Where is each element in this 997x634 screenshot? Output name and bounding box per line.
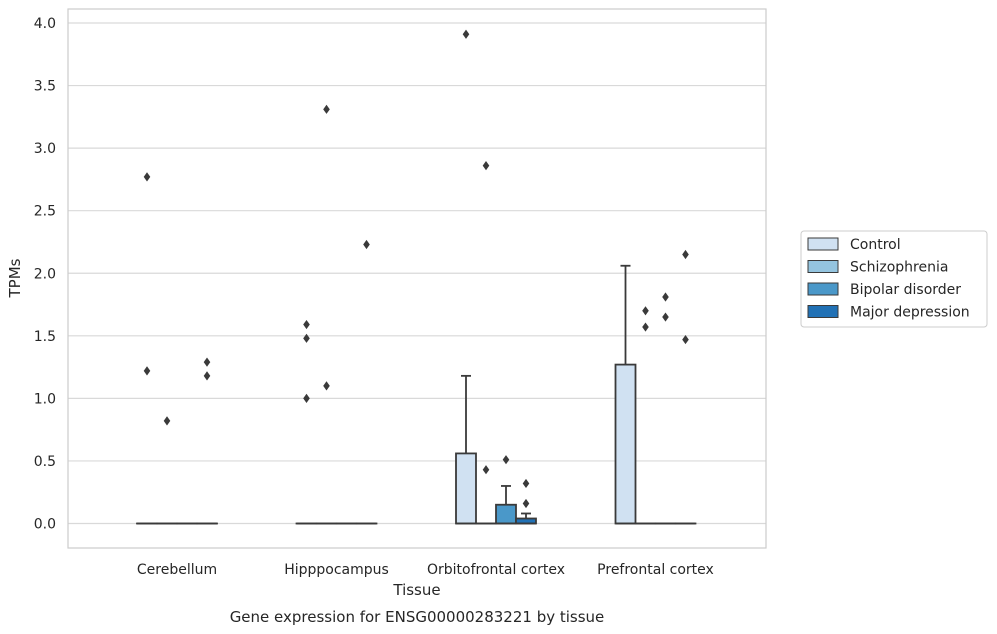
outlier-point bbox=[682, 249, 689, 260]
outlier-point bbox=[642, 322, 649, 332]
y-tick-label: 3.5 bbox=[34, 79, 56, 95]
outlier-point bbox=[303, 333, 310, 343]
box-bipolar-disorder bbox=[495, 485, 517, 525]
outlier-point bbox=[363, 239, 370, 250]
outliers-layer bbox=[143, 29, 689, 509]
legend-entry: Bipolar disorder bbox=[850, 282, 961, 298]
legend-swatch bbox=[807, 260, 839, 273]
box-body bbox=[614, 363, 637, 525]
outlier-point bbox=[303, 393, 310, 403]
legend-frame bbox=[800, 230, 988, 328]
y-tick-label: 4.0 bbox=[34, 16, 56, 32]
outlier-point bbox=[682, 334, 689, 345]
legend-entry: Control bbox=[850, 237, 901, 253]
outlier-point bbox=[303, 319, 310, 330]
outlier-point bbox=[642, 306, 649, 316]
outlier-point bbox=[522, 498, 530, 509]
y-axis-label: TPMs bbox=[6, 258, 24, 298]
outlier-point bbox=[462, 29, 470, 39]
y-tick-label: 0.5 bbox=[34, 454, 56, 470]
outlier-point bbox=[203, 357, 211, 367]
box-body bbox=[495, 503, 517, 525]
outlier-point bbox=[662, 292, 669, 302]
x-tick-label: Orbitofrontal cortex bbox=[427, 562, 565, 578]
box-major-depression bbox=[515, 512, 537, 525]
outlier-point bbox=[323, 381, 330, 391]
y-axis-ticks: 0.0 0.5 1.0 1.5 2.0 2.5 3.0 3.5 4.0 bbox=[34, 16, 56, 533]
grid-lines bbox=[68, 22, 766, 525]
outlier-point bbox=[143, 172, 151, 182]
outlier-point bbox=[203, 371, 211, 381]
legend-swatch bbox=[807, 282, 839, 296]
outlier-point bbox=[323, 104, 330, 114]
x-axis-ticks: Cerebellum Hipppocampus Orbitofrontal cort… bbox=[137, 562, 714, 578]
x-tick-label: Hipppocampus bbox=[284, 562, 389, 578]
y-tick-label: 3.0 bbox=[34, 141, 56, 157]
legend-swatch bbox=[807, 305, 839, 318]
y-tick-label: 1.5 bbox=[34, 329, 56, 345]
boxes-layer bbox=[136, 264, 697, 525]
y-tick-label: 2.5 bbox=[34, 204, 56, 220]
legend: Control Schizophrenia Bipolar disorder Majo… bbox=[800, 230, 988, 328]
outlier-point bbox=[522, 478, 530, 489]
x-tick-label: Prefrontal cortex bbox=[597, 562, 714, 578]
legend-entry: Major depression bbox=[850, 305, 970, 321]
legend-entry: Schizophrenia bbox=[850, 260, 948, 276]
outlier-point bbox=[662, 312, 669, 322]
x-tick-label: Cerebellum bbox=[137, 562, 217, 578]
y-tick-label: 2.0 bbox=[34, 266, 56, 282]
outlier-point bbox=[482, 161, 490, 171]
box-control bbox=[614, 264, 637, 525]
y-tick-label: 1.0 bbox=[34, 391, 56, 407]
outlier-point bbox=[143, 366, 151, 376]
box-control bbox=[455, 374, 477, 525]
outlier-point bbox=[482, 465, 490, 475]
box-body bbox=[455, 452, 477, 525]
y-tick-label: 0.0 bbox=[34, 517, 56, 533]
legend-swatch bbox=[807, 237, 839, 251]
outlier-point bbox=[502, 455, 510, 465]
x-axis-label: Tissue bbox=[392, 581, 440, 599]
outlier-point bbox=[163, 416, 171, 426]
chart-caption: Gene expression for ENSG00000283221 by t… bbox=[230, 608, 605, 626]
plot-area-frame bbox=[67, 8, 767, 549]
